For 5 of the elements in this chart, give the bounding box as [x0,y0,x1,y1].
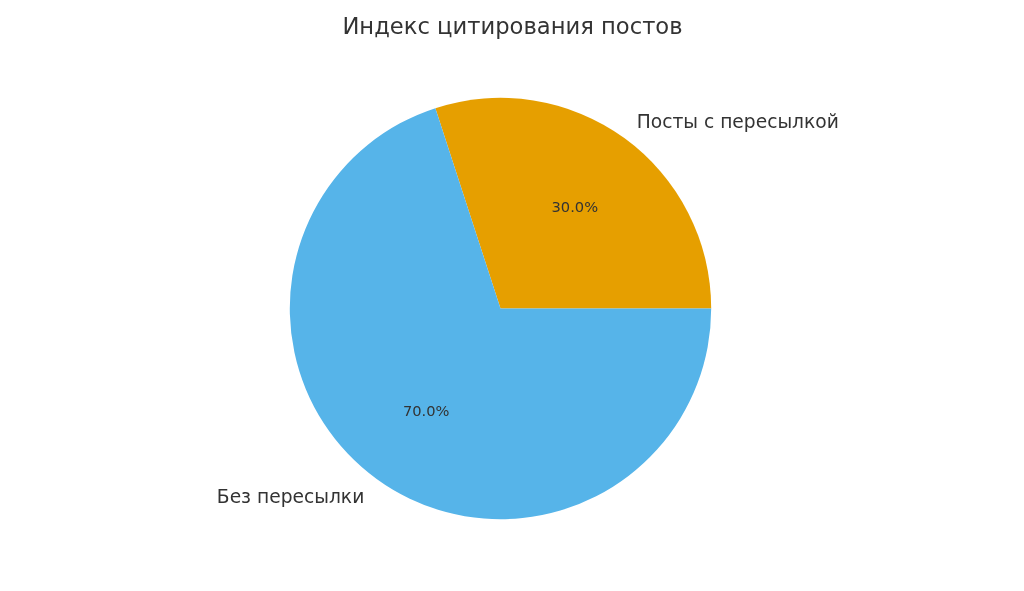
slice-label: Без пересылки [216,485,365,507]
data-label: 30.0% [551,197,599,215]
chart-title: Индекс цитирования постов [342,12,683,39]
slice-label: Посты с пересылкой [636,110,839,132]
data-label: 70.0% [402,402,450,420]
